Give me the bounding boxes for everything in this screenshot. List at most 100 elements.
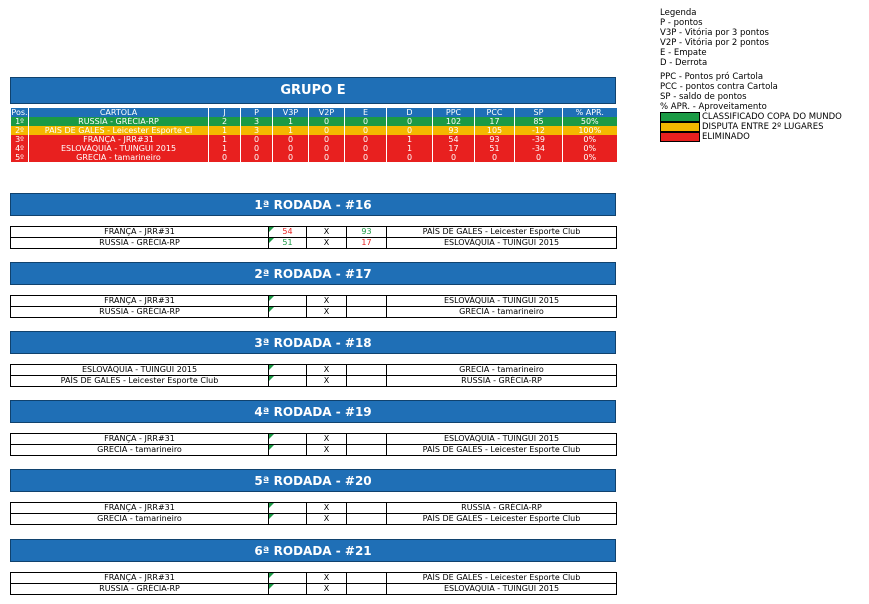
standings-cell: 2º bbox=[10, 126, 29, 135]
standings-cell: 1 bbox=[208, 135, 241, 144]
home-score bbox=[268, 572, 307, 584]
standings-cell: 0 bbox=[344, 144, 387, 153]
round-matches: FRANÇA - JRR#31 X PAÍS DE GALES - Leiceste… bbox=[10, 572, 617, 595]
home-team: RUSSIA - GRÉCIA-RP bbox=[10, 583, 269, 595]
home-team: FRANÇA - JRR#31 bbox=[10, 572, 269, 584]
match-row: FRANÇA - JRR#31 X ESLOVÁQUIA - TUINGUI 201… bbox=[10, 433, 617, 445]
away-team: PAÍS DE GALES - Leicester Esporte Club bbox=[386, 226, 617, 238]
standings-cell: 4º bbox=[10, 144, 29, 153]
team-name: RUSSIA - GRÉCIA-RP bbox=[28, 117, 209, 126]
standings-row: 2º PAÍS DE GALES - Leicester Esporte Cl 1 3… bbox=[10, 126, 617, 135]
home-team: PAÍS DE GALES - Leicester Esporte Club bbox=[10, 375, 269, 387]
legend-color-label: ELIMINADO bbox=[702, 132, 750, 142]
standings-cell: 1º bbox=[10, 117, 29, 126]
standings-cell: 0 bbox=[308, 135, 345, 144]
standings-cell: 3 bbox=[240, 117, 273, 126]
away-score bbox=[346, 502, 387, 514]
standings-cell: 1 bbox=[208, 126, 241, 135]
col-header: J bbox=[208, 108, 241, 117]
round-title: 5ª RODADA - #20 bbox=[10, 469, 616, 492]
standings-cell: 93 bbox=[474, 135, 515, 144]
round-title: 2ª RODADA - #17 bbox=[10, 262, 616, 285]
away-team: PAÍS DE GALES - Leicester Esporte Club bbox=[386, 444, 617, 456]
away-score bbox=[346, 295, 387, 307]
col-header: PCC bbox=[474, 108, 515, 117]
team-name: FRANÇA - JRR#31 bbox=[28, 135, 209, 144]
standings-cell: -12 bbox=[514, 126, 563, 135]
versus-label: X bbox=[306, 583, 347, 595]
standings-row: 5º GRECIA - tamarineiro 0 0 0 0 0 0 0 0 0 0% bbox=[10, 153, 617, 162]
col-header: SP bbox=[514, 108, 563, 117]
versus-label: X bbox=[306, 237, 347, 249]
versus-label: X bbox=[306, 444, 347, 456]
round-matches: ESLOVÁQUIA - TUINGUI 2015 X GRECIA - tamar… bbox=[10, 364, 617, 387]
match-row: FRANÇA - JRR#31 54 X 93 PAÍS DE GALES - Leic… bbox=[10, 226, 617, 238]
home-score bbox=[268, 306, 307, 318]
standings-table: Pos. CARTOLA J P V3P V2P E D PPC PCC SP … bbox=[10, 108, 617, 162]
away-team: PAÍS DE GALES - Leicester Esporte Club bbox=[386, 572, 617, 584]
match-row: FRANÇA - JRR#31 X ESLOVÁQUIA - TUINGUI 201… bbox=[10, 295, 617, 307]
versus-label: X bbox=[306, 572, 347, 584]
match-row: FRANÇA - JRR#31 X PAÍS DE GALES - Leiceste… bbox=[10, 572, 617, 584]
home-team: ESLOVÁQUIA - TUINGUI 2015 bbox=[10, 364, 269, 376]
away-score bbox=[346, 513, 387, 525]
standings-cell: 0 bbox=[344, 126, 387, 135]
legend-line: V2P - Vitória por 2 pontos bbox=[660, 38, 769, 48]
match-row: PAÍS DE GALES - Leicester Esporte Club X R… bbox=[10, 375, 617, 387]
standings-header-row: Pos. CARTOLA J P V3P V2P E D PPC PCC SP … bbox=[10, 108, 617, 117]
standings-cell: 1 bbox=[386, 135, 433, 144]
match-row: GRECIA - tamarineiro X PAÍS DE GALES - Lei… bbox=[10, 513, 617, 525]
home-score: 54 bbox=[268, 226, 307, 238]
standings-cell: 0 bbox=[432, 153, 475, 162]
home-team: FRANÇA - JRR#31 bbox=[10, 295, 269, 307]
versus-label: X bbox=[306, 375, 347, 387]
legend-line: PPC - Pontos pró Cartola bbox=[660, 72, 764, 82]
home-score bbox=[268, 375, 307, 387]
away-score bbox=[346, 572, 387, 584]
team-name: PAÍS DE GALES - Leicester Esporte Cl bbox=[28, 126, 209, 135]
standings-cell: 0 bbox=[240, 144, 273, 153]
standings-cell: 93 bbox=[432, 126, 475, 135]
legend-abbreviations: P - pontos V3P - Vitória por 3 pontos V2P … bbox=[660, 18, 842, 68]
standings-cell: 51 bbox=[474, 144, 515, 153]
standings-cell: 0 bbox=[308, 117, 345, 126]
home-team: RUSSIA - GRÉCIA-RP bbox=[10, 306, 269, 318]
standings-cell: 0% bbox=[562, 135, 617, 144]
versus-label: X bbox=[306, 295, 347, 307]
away-team: RUSSIA - GRÉCIA-RP bbox=[386, 502, 617, 514]
home-score bbox=[268, 433, 307, 445]
legend-line: D - Derrota bbox=[660, 58, 708, 68]
group-title: GRUPO E bbox=[10, 77, 616, 104]
standings-cell: 0 bbox=[344, 153, 387, 162]
standings-cell: 3º bbox=[10, 135, 29, 144]
standings-cell: 0 bbox=[272, 135, 309, 144]
standings-cell: 17 bbox=[474, 117, 515, 126]
legend-colors: CLASSIFICADO COPA DO MUNDO DISPUTA ENTRE … bbox=[660, 112, 842, 142]
team-name: GRECIA - tamarineiro bbox=[28, 153, 209, 162]
standings-cell: 5º bbox=[10, 153, 29, 162]
home-score bbox=[268, 583, 307, 595]
versus-label: X bbox=[306, 433, 347, 445]
away-team: ESLOVÁQUIA - TUINGUI 2015 bbox=[386, 583, 617, 595]
match-row: RUSSIA - GRÉCIA-RP X GRECIA - tamarineiro bbox=[10, 306, 617, 318]
versus-label: X bbox=[306, 502, 347, 514]
col-header: V2P bbox=[308, 108, 345, 117]
standings-cell: 0 bbox=[386, 126, 433, 135]
home-team: FRANÇA - JRR#31 bbox=[10, 502, 269, 514]
col-header: % APR. bbox=[562, 108, 617, 117]
standings-body: 1º RUSSIA - GRÉCIA-RP 2 3 1 0 0 0 102 17 85 50% 2º PA… bbox=[10, 117, 617, 162]
versus-label: X bbox=[306, 226, 347, 238]
standings-cell: 0 bbox=[474, 153, 515, 162]
round-matches: FRANÇA - JRR#31 54 X 93 PAÍS DE GALES - Leic… bbox=[10, 226, 617, 249]
standings-cell: 0 bbox=[308, 153, 345, 162]
col-header: Pos. bbox=[10, 108, 29, 117]
legend-points: PPC - Pontos pró Cartola PCC - pontos con… bbox=[660, 72, 842, 112]
legend-color-label: DISPUTA ENTRE 2º LUGARES bbox=[702, 122, 824, 132]
standings-cell: 2 bbox=[208, 117, 241, 126]
home-score bbox=[268, 444, 307, 456]
away-score: 17 bbox=[346, 237, 387, 249]
versus-label: X bbox=[306, 513, 347, 525]
away-score: 93 bbox=[346, 226, 387, 238]
standings-cell: 0 bbox=[386, 153, 433, 162]
away-team: ESLOVÁQUIA - TUINGUI 2015 bbox=[386, 433, 617, 445]
